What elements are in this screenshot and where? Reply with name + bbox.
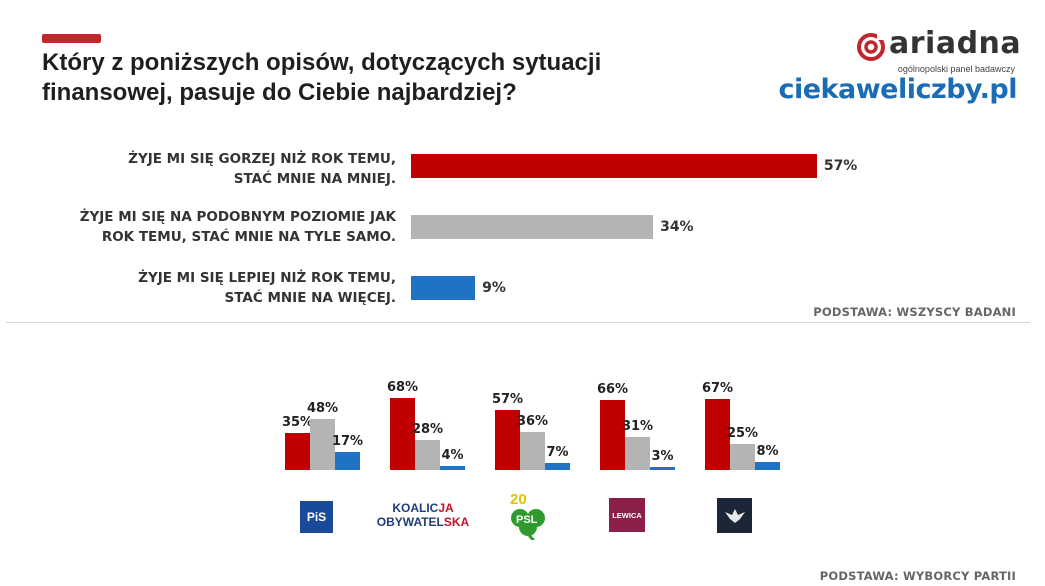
vbar-value-psl-better: 7% (546, 444, 569, 460)
vbar-value-pis-worse: 35% (281, 414, 314, 430)
vbar-psl-same (520, 431, 545, 470)
vbar-value-ko-better: 4% (441, 447, 464, 463)
divider (6, 322, 1030, 323)
vbar-konfederacja-worse (705, 398, 730, 470)
label-line: ŻYJE MI SIĘ LEPIEJ NIŻ ROK TEMU, (138, 270, 396, 286)
vbar-konfederacja-better (755, 461, 780, 470)
logo-name: ariadna (889, 26, 1022, 61)
hbar-same (411, 215, 654, 239)
label-line: STAĆ MNIE NA WIĘCEJ. (224, 290, 396, 306)
vbar-value-pis-better: 17% (331, 433, 364, 449)
vbar-lewica-worse (600, 400, 625, 470)
ko-logo: KOALICJA OBYWATELSKA (377, 498, 469, 532)
vbar-ko-better (440, 465, 465, 470)
vbar-psl-better (545, 462, 570, 470)
vbar-pis-same (310, 419, 335, 470)
vbar-value-ko-same: 28% (411, 422, 444, 438)
hbar-better (411, 276, 476, 300)
vbar-ko-worse (390, 397, 415, 470)
ko-text: SKA (443, 515, 470, 529)
title-line-1: Który z poniższych opisów, dotyczących s… (42, 49, 602, 76)
vbar-value-konfederacja-worse: 67% (701, 380, 734, 396)
vbar-ko-same (415, 440, 440, 470)
vbar-value-psl-same: 36% (516, 413, 549, 429)
title-line-2: finansowej, pasuje do Ciebie najbardziej… (42, 79, 517, 106)
chart-title: Który z poniższych opisów, dotyczących s… (42, 48, 722, 108)
ko-logo-line-2: OBYWATELSKA (377, 515, 469, 529)
lewica-logo-text: LEWICA (612, 510, 642, 520)
hbar-worse (411, 154, 817, 178)
hbar-label-better: ŻYJE MI SIĘ LEPIEJ NIŻ ROK TEMU, STAĆ MN… (138, 268, 396, 308)
vbar-value-ko-worse: 68% (386, 379, 419, 395)
ariadna-mark-icon (857, 32, 885, 61)
label-line: ŻYJE MI SIĘ NA PODOBNYM POZIOMIE JAK (79, 209, 396, 225)
ariadna-logo: ariadna ogólnopolski panel badawczy (855, 26, 1021, 75)
footnote-all: PODSTAWA: WSZYSCY BADANI (813, 305, 1016, 319)
label-line: STAĆ MNIE NA MNIEJ. (233, 171, 396, 187)
vbar-lewica-better (650, 466, 675, 470)
hbar-label-worse: ŻYJE MI SIĘ GORZEJ NIŻ ROK TEMU, STAĆ MN… (128, 149, 396, 189)
vbar-value-lewica-same: 31% (621, 419, 654, 435)
vbar-pis-worse (285, 432, 310, 470)
vbar-value-lewica-better: 3% (651, 448, 674, 464)
label-line: ŻYJE MI SIĘ GORZEJ NIŻ ROK TEMU, (128, 151, 396, 167)
vbar-value-lewica-worse: 66% (596, 382, 629, 398)
vbar-lewica-same (625, 437, 650, 470)
psl-text: PSL (516, 514, 538, 526)
ko-text: JA (438, 501, 454, 515)
vbar-pis-better (335, 451, 360, 470)
vbar-konfederacja-same (730, 443, 755, 470)
vbar-value-konfederacja-better: 8% (756, 443, 779, 459)
pis-logo: PiS (300, 501, 333, 533)
accent-bar (42, 34, 101, 43)
vbar-value-konfederacja-same: 25% (726, 425, 759, 441)
logo-subtitle: ogólnopolski panel badawczy (897, 64, 1015, 74)
lewica-logo: LEWICA (609, 498, 645, 532)
psl-logo: 20 PSL (508, 490, 550, 540)
pis-logo-text: PiS (306, 510, 327, 524)
site-link[interactable]: ciekaweliczby.pl (778, 74, 1017, 105)
hbar-value-better: 9% (482, 280, 506, 296)
ko-text: OBYWATEL (376, 515, 444, 529)
psl-clover-icon: 20 PSL (510, 491, 545, 540)
vbar-value-pis-same: 48% (306, 401, 339, 417)
konfederacja-logo (717, 498, 752, 533)
ko-logo-line-1: KOALICJA (392, 501, 453, 515)
psl-number: 20 (510, 491, 527, 508)
hbar-value-worse: 57% (823, 158, 858, 174)
vbar-value-psl-worse: 57% (491, 391, 524, 407)
ko-text: KOALIC (392, 501, 439, 515)
eagle-icon (724, 508, 745, 523)
footnote-voters: PODSTAWA: WYBORCY PARTII (819, 569, 1016, 583)
label-line: ROK TEMU, STAĆ MNIE NA TYLE SAMO. (101, 229, 396, 245)
hbar-value-same: 34% (660, 219, 694, 235)
vbar-psl-worse (495, 409, 520, 470)
hbar-label-same: ŻYJE MI SIĘ NA PODOBNYM POZIOMIE JAK ROK… (80, 207, 396, 247)
